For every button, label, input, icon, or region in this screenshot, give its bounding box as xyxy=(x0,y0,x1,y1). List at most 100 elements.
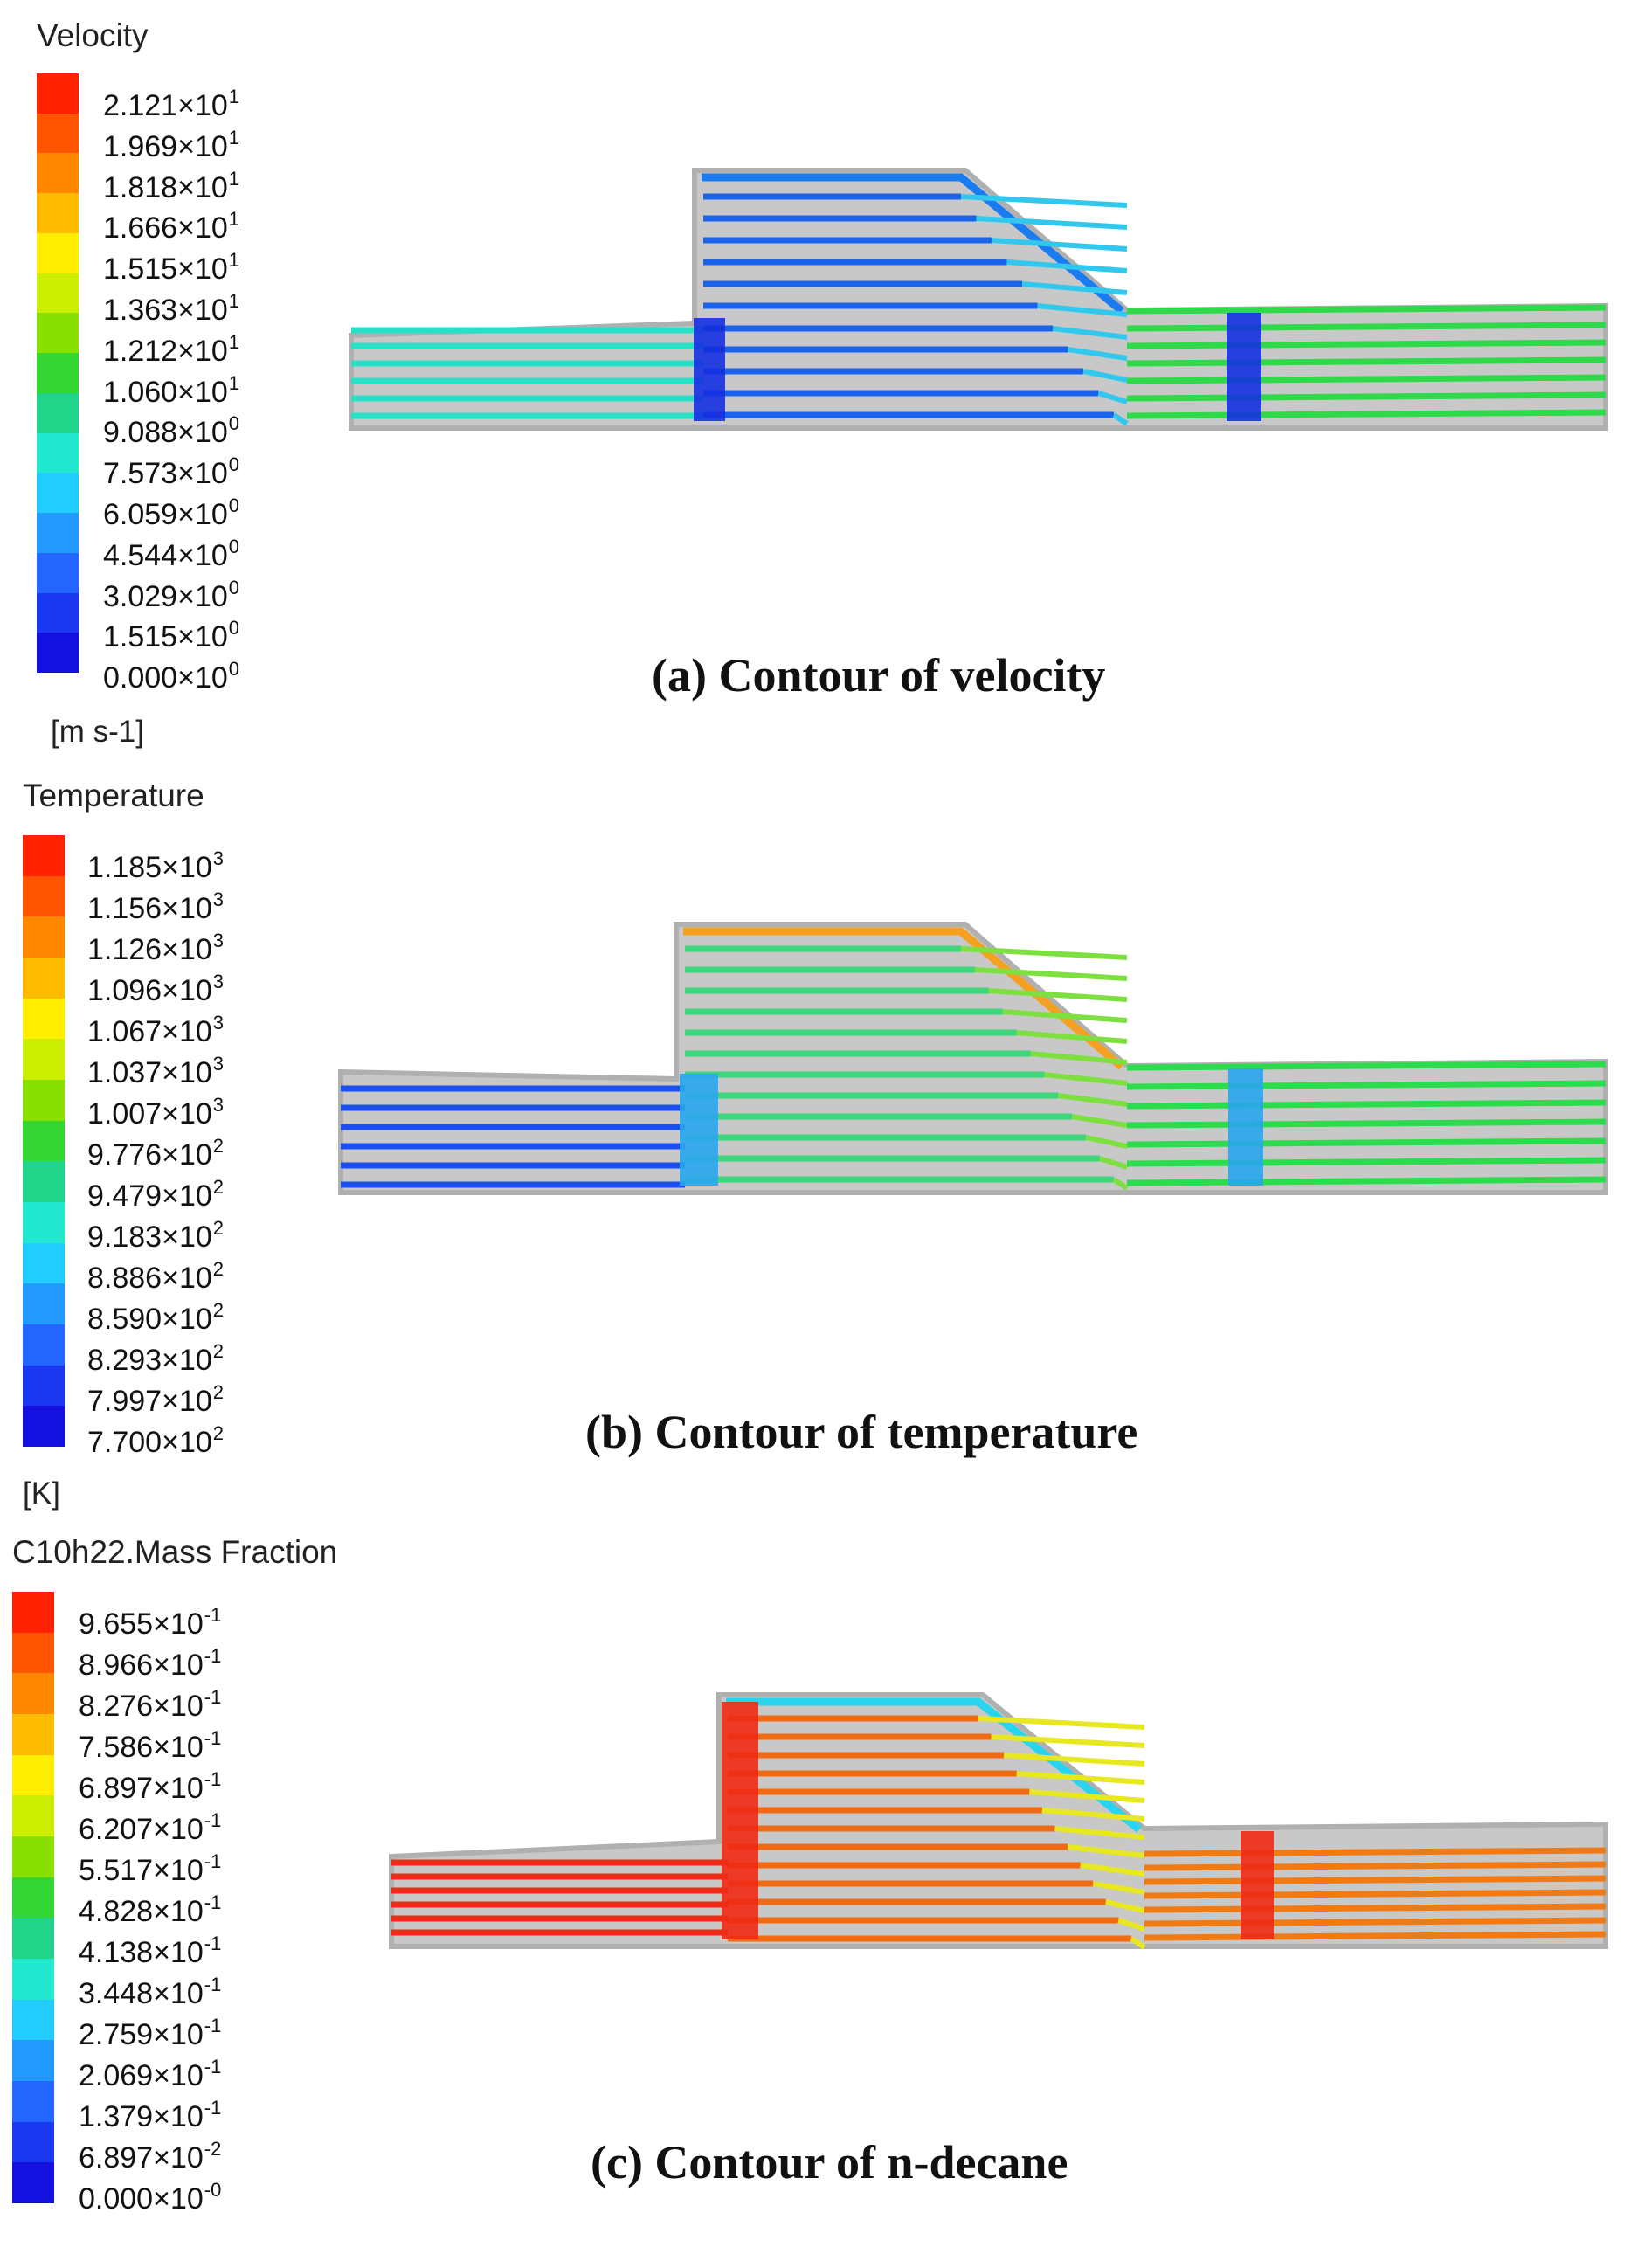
legend-tick-label: 1.156×103 xyxy=(87,888,225,925)
legend-color-band xyxy=(23,1365,65,1407)
chamber-channel-bend xyxy=(1054,1826,1145,1840)
panel-caption: (c) Contour of n-decane xyxy=(591,2136,1068,2188)
legend-color-band xyxy=(23,916,65,958)
legend-tick-label: 1.363×101 xyxy=(103,290,240,327)
legend-tick-label: 1.007×103 xyxy=(87,1094,225,1130)
legend-color-band xyxy=(37,273,79,314)
chamber-channel-bend xyxy=(1085,1135,1128,1149)
legend-color-band xyxy=(23,1406,65,1447)
chamber-channel-bend xyxy=(1057,1093,1128,1107)
chamber-channel-bend xyxy=(1112,412,1129,426)
outflow-channel xyxy=(1126,339,1607,349)
legend-color-band xyxy=(37,633,79,673)
legend-tick-label: 9.183×102 xyxy=(87,1217,225,1254)
chamber-channel-bend xyxy=(1068,347,1128,361)
outflow-channel xyxy=(1126,304,1607,315)
legend-tick-label: 1.818×101 xyxy=(103,167,240,204)
outflow-channel xyxy=(1144,1889,1607,1899)
legend-color-band xyxy=(12,1795,54,1837)
chamber-channel-bend xyxy=(1030,1051,1128,1065)
legend-tick-label: 1.515×101 xyxy=(103,249,240,287)
legend-tick-label: 6.897×10-2 xyxy=(79,2138,222,2174)
legend-tick-label: 1.126×103 xyxy=(87,930,225,966)
chamber-channel-bend xyxy=(1016,1030,1128,1044)
outflow-channel xyxy=(1144,1861,1607,1871)
legend-tick-label: 1.379×10-1 xyxy=(79,2097,222,2133)
legend-color-band xyxy=(12,1632,54,1674)
legend-tick-label: 1.185×103 xyxy=(87,847,225,884)
legend-tick-label: 7.573×100 xyxy=(103,453,240,491)
legend-tick-label: 8.966×10-1 xyxy=(79,1645,222,1682)
legend-color-band xyxy=(12,1836,54,1877)
chamber-channel-bend xyxy=(1021,281,1128,295)
legend-color-band xyxy=(12,2081,54,2122)
chamber-channel-bend xyxy=(1067,1844,1145,1858)
legend-tick-label: 7.700×102 xyxy=(87,1422,225,1459)
legend-color-band xyxy=(12,1714,54,1755)
legend-title: Velocity xyxy=(37,17,149,53)
legend-color-band xyxy=(23,998,65,1040)
chamber-channel-bend xyxy=(991,1734,1145,1748)
legend-tick-label: 3.448×10-1 xyxy=(79,1974,222,2010)
outflow-channel xyxy=(1126,1118,1607,1129)
chamber-channel-bend xyxy=(988,988,1128,1002)
legend-color-band xyxy=(37,473,79,514)
outflow-channel xyxy=(1144,1931,1607,1941)
chamber-channel-bend xyxy=(976,216,1128,230)
legend-tick-label: 2.069×10-1 xyxy=(79,2056,222,2092)
outflow-channel xyxy=(1126,1157,1607,1167)
outflow-channel xyxy=(1126,1137,1607,1148)
legend-tick-label: 8.293×102 xyxy=(87,1340,225,1377)
legend-color-band xyxy=(23,1120,65,1162)
legend-tick-label: 7.997×102 xyxy=(87,1381,225,1418)
chamber-channel-bend xyxy=(1130,1936,1146,1950)
chamber-channel-bend xyxy=(1097,391,1128,404)
legend-title: Temperature xyxy=(23,778,204,813)
chamber-channel-bend xyxy=(960,946,1128,960)
legend-color-band xyxy=(12,2162,54,2203)
legend-tick-label: 5.517×10-1 xyxy=(79,1850,222,1887)
n-decane-contour-plot xyxy=(389,1692,1608,1950)
legend-color-band xyxy=(12,2121,54,2163)
outlet-manifold-column xyxy=(1228,1068,1263,1186)
legend-color-band xyxy=(23,1283,65,1325)
legend-tick-label: 4.544×100 xyxy=(103,535,240,572)
legend-color-band xyxy=(12,1673,54,1715)
legend-tick-label: 4.828×10-1 xyxy=(79,1891,222,1928)
legend-tick-label: 1.515×100 xyxy=(103,617,240,654)
legend-tick-label: 1.037×103 xyxy=(87,1053,225,1089)
outflow-channel xyxy=(1144,1875,1607,1885)
legend-tick-label: 6.059×100 xyxy=(103,494,240,531)
legend-unit: [K] xyxy=(23,1476,60,1511)
outflow-channel xyxy=(1144,1847,1607,1857)
legend-color-band xyxy=(23,1080,65,1121)
outflow-channel xyxy=(1126,1176,1607,1186)
legend-color-band xyxy=(23,958,65,999)
legend-tick-label: 6.897×10-1 xyxy=(79,1768,222,1805)
legend-color-band xyxy=(37,113,79,154)
legend-color-band xyxy=(12,2040,54,2082)
chamber-channel-bend xyxy=(1002,1009,1128,1023)
legend-tick-label: 1.969×101 xyxy=(103,126,240,163)
legend-tick-label: 1.067×103 xyxy=(87,1012,225,1048)
legend-tick-label: 9.088×100 xyxy=(103,412,240,450)
wall-outline xyxy=(338,922,1608,1195)
legend-tick-label: 6.207×10-1 xyxy=(79,1809,222,1846)
outflow-channel xyxy=(1126,356,1607,367)
legend-color-band xyxy=(12,1918,54,1960)
outflow-channel xyxy=(1126,391,1607,402)
chamber-channel-bend xyxy=(1082,369,1128,383)
chamber-channel-bend xyxy=(1041,1808,1145,1822)
legend-color-band xyxy=(37,313,79,354)
legend-color-band xyxy=(37,392,79,433)
temperature-contour-plot xyxy=(338,922,1608,1195)
legend-color-band xyxy=(23,1242,65,1284)
legend-color-band xyxy=(23,835,65,876)
chamber-channel-bend xyxy=(1112,1177,1129,1191)
chamber-channel-bend xyxy=(1037,303,1128,317)
outflow-channel xyxy=(1144,1903,1607,1913)
outlet-manifold-column xyxy=(1241,1831,1274,1939)
legend-color-band xyxy=(23,1161,65,1203)
outflow-channel xyxy=(1126,1061,1607,1071)
legend-tick-label: 9.776×102 xyxy=(87,1135,225,1172)
